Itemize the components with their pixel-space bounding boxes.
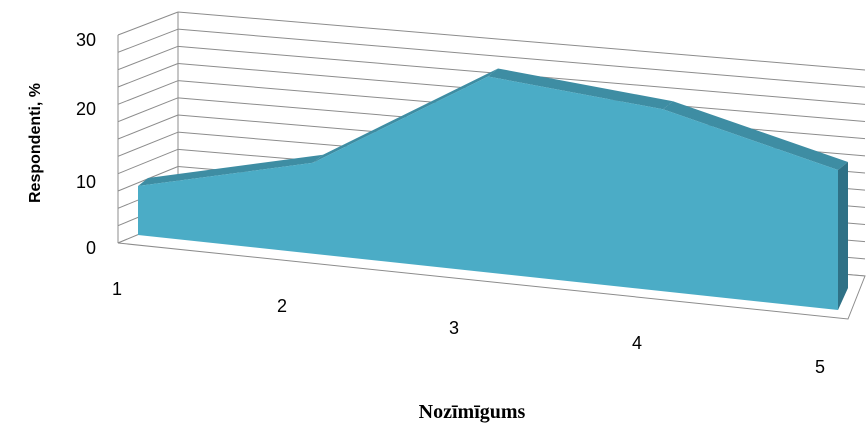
x-axis-label: Nozīmīgums (419, 401, 526, 423)
area-right-face (838, 162, 848, 310)
gridline-back (177, 11, 866, 71)
area-front-face (138, 76, 838, 310)
gridline-side (117, 148, 179, 175)
gridline-side (117, 28, 179, 53)
y-tick-label: 0 (86, 238, 96, 258)
y-tick-labels: 0 10 20 30 (76, 30, 96, 258)
gridline-side (117, 45, 179, 71)
x-tick-label: 1 (112, 279, 122, 299)
gridline-side (117, 80, 179, 105)
x-tick-labels: 1 2 3 4 5 (112, 279, 825, 377)
area-top-segment (663, 101, 848, 170)
x-tick-label: 2 (277, 296, 287, 316)
x-tick-label: 3 (449, 318, 459, 338)
gridline-side (117, 11, 179, 36)
gridline-side (117, 97, 179, 123)
x-tick-label: 4 (632, 333, 642, 353)
gridline-side (117, 131, 179, 157)
y-tick-label: 30 (76, 30, 96, 50)
area-top-segment (138, 154, 323, 186)
area-top-segment (488, 68, 673, 110)
gridline-back (177, 28, 866, 88)
x-tick-label: 5 (815, 357, 825, 377)
area-series (138, 68, 848, 310)
gridline-side (117, 114, 179, 140)
gridline-side (117, 63, 179, 88)
y-tick-label: 20 (76, 99, 96, 119)
y-axis-label: Respondenti, % (27, 83, 44, 203)
y-tick-label: 10 (76, 172, 96, 192)
area-top-segment (313, 68, 498, 163)
